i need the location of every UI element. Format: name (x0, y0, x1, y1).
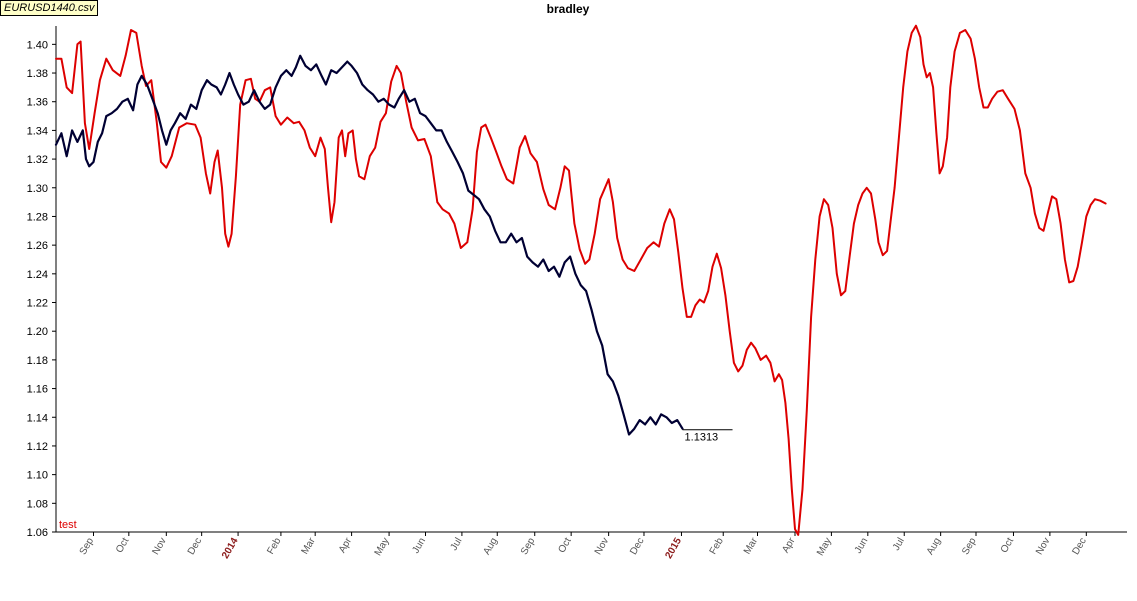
y-tick-label: 1.30 (27, 183, 48, 195)
x-tick-label: Feb (265, 536, 283, 557)
x-tick-label: Jul (449, 536, 465, 553)
x-tick-label: Aug (925, 536, 943, 557)
x-tick-label: Oct (999, 536, 1016, 555)
y-tick-label: 1.10 (27, 470, 48, 482)
x-tick-label-year: 2015 (663, 536, 684, 561)
x-tick-label: Jun (853, 536, 871, 555)
y-tick-label: 1.06 (27, 527, 48, 539)
legend-entry-test: test (59, 519, 77, 531)
x-tick-label: Nov (150, 536, 168, 557)
y-tick-label: 1.40 (27, 39, 48, 51)
x-tick-label: Dec (186, 536, 204, 557)
y-tick-label: 1.26 (27, 240, 48, 252)
series-line-test (55, 24, 1107, 536)
series-layer (54, 24, 1107, 536)
x-tick-label: Apr (780, 535, 798, 555)
x-tick-label: May (373, 536, 392, 558)
x-tick-label: Sep (519, 536, 538, 557)
file-tag[interactable]: EURUSD1440.csv (0, 0, 99, 16)
last-value-label: 1.1313 (685, 432, 719, 444)
y-tick-label: 1.34 (27, 125, 48, 137)
x-tick-label: Aug (481, 536, 499, 557)
x-tick-label: May (815, 536, 834, 558)
y-tick-label: 1.18 (27, 355, 48, 367)
x-axis: Sep Oct Nov Dec 2014 Feb Mar Apr May Jun Jul Aug Sep… (78, 532, 1089, 561)
x-tick-label: Sep (78, 536, 97, 557)
x-tick-label: Oct (114, 536, 131, 555)
x-tick-label-year: 2014 (220, 536, 241, 561)
x-tick-label: Dec (1070, 536, 1088, 557)
x-tick-label: Feb (708, 536, 726, 557)
y-tick-label: 1.16 (27, 384, 48, 396)
x-tick-label: Mar (742, 535, 760, 556)
y-tick-label: 1.14 (27, 412, 48, 424)
x-tick-label: Nov (593, 536, 611, 557)
plot-frame (55, 26, 1127, 533)
x-tick-label: Mar (300, 535, 318, 556)
y-tick-label: 1.38 (27, 68, 48, 80)
x-tick-label: Jun (411, 536, 429, 555)
chart-title: bradley (547, 2, 590, 16)
y-axis: 1.40 1.38 1.36 1.34 1.32 1.30 1.28 1.26 1.24 1.22… (27, 39, 56, 539)
x-tick-label: Sep (960, 536, 979, 557)
y-tick-label: 1.28 (27, 211, 48, 223)
x-tick-label: Oct (556, 536, 573, 555)
y-tick-label: 1.20 (27, 326, 48, 338)
y-tick-label: 1.08 (27, 498, 48, 510)
y-tick-label: 1.32 (27, 154, 48, 166)
x-tick-label: Dec (628, 536, 646, 557)
x-tick-label: Nov (1034, 536, 1052, 557)
series-line-price (54, 54, 684, 436)
annotations: test 1.1313 (59, 429, 733, 531)
y-tick-label: 1.24 (27, 269, 48, 281)
x-tick-label: Apr (337, 535, 355, 555)
y-tick-label: 1.22 (27, 298, 48, 310)
y-tick-label: 1.12 (27, 441, 48, 453)
y-tick-label: 1.36 (27, 97, 48, 109)
x-tick-label: Jul (891, 536, 907, 553)
